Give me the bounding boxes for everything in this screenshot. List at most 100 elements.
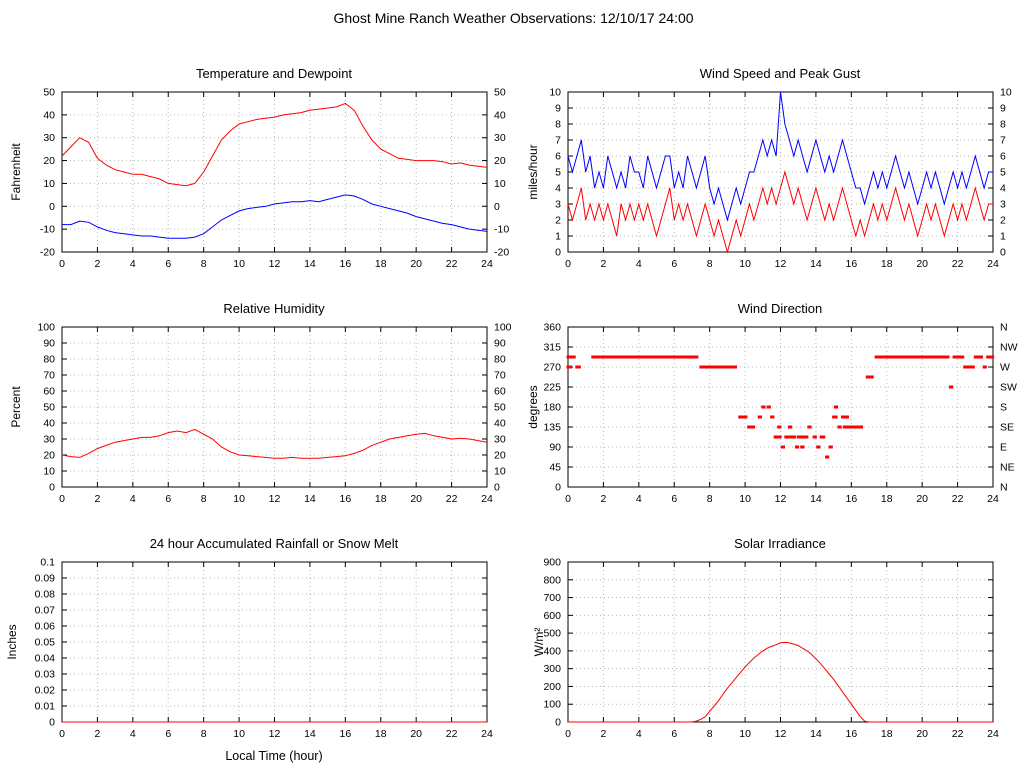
svg-text:4: 4 [130,728,136,740]
svg-text:90: 90 [549,442,561,454]
svg-text:0: 0 [555,717,561,729]
y-axis-label-percent: Percent [9,386,23,428]
svg-text:24: 24 [987,493,999,505]
svg-text:9: 9 [1000,103,1006,115]
svg-text:4: 4 [636,258,642,270]
y-axis-label-inches: Inches [5,624,19,659]
svg-text:10: 10 [233,728,245,740]
svg-text:30: 30 [494,132,506,144]
svg-text:0.03: 0.03 [35,669,56,681]
svg-text:20: 20 [410,728,422,740]
svg-text:4: 4 [555,183,561,195]
svg-text:16: 16 [339,728,351,740]
svg-text:6: 6 [1000,151,1006,163]
svg-text:100: 100 [37,322,55,334]
svg-text:6: 6 [165,258,171,270]
svg-text:50: 50 [43,402,55,414]
svg-text:40: 40 [43,418,55,430]
svg-text:0: 0 [565,493,571,505]
svg-text:22: 22 [952,493,964,505]
svg-text:0.04: 0.04 [35,653,56,665]
svg-text:18: 18 [375,493,387,505]
svg-text:18: 18 [375,728,387,740]
svg-text:SW: SW [1000,382,1017,394]
svg-text:100: 100 [494,322,512,334]
svg-text:6: 6 [165,728,171,740]
svg-text:20: 20 [916,258,928,270]
relative-humidity-chart: Relative Humidity Percent 0 2 4 6 8 10 12 14 16 1… [9,301,512,505]
svg-text:14: 14 [304,258,316,270]
svg-text:0: 0 [49,482,55,494]
svg-text:20: 20 [916,728,928,740]
svg-text:0: 0 [59,258,65,270]
svg-text:8: 8 [707,258,713,270]
y-axis-label-watts: W/m² [532,628,546,657]
svg-text:0.06: 0.06 [35,621,56,633]
svg-text:0.05: 0.05 [35,637,56,649]
y-axis-label-degrees: degrees [526,385,540,428]
svg-text:-10: -10 [494,224,509,236]
svg-text:24: 24 [481,728,493,740]
svg-text:10: 10 [549,87,561,99]
svg-text:W: W [1000,362,1010,374]
svg-text:2: 2 [94,258,100,270]
svg-text:18: 18 [881,258,893,270]
svg-text:6: 6 [165,493,171,505]
svg-text:0: 0 [555,247,561,259]
svg-text:800: 800 [543,574,561,586]
chart-title-temperature: Temperature and Dewpoint [196,66,352,81]
svg-text:0.1: 0.1 [40,557,55,569]
svg-text:0: 0 [49,201,55,213]
svg-text:45: 45 [549,462,561,474]
svg-text:50: 50 [494,87,506,99]
chart-title-humidity: Relative Humidity [223,301,325,316]
svg-text:-20: -20 [494,247,509,259]
svg-text:135: 135 [543,422,561,434]
svg-text:4: 4 [130,493,136,505]
svg-text:0: 0 [494,482,500,494]
svg-text:0.02: 0.02 [35,685,56,697]
svg-text:0.07: 0.07 [35,605,56,617]
svg-text:14: 14 [304,728,316,740]
svg-text:20: 20 [494,155,506,167]
svg-text:1: 1 [555,231,561,243]
svg-text:14: 14 [304,493,316,505]
svg-text:50: 50 [494,402,506,414]
svg-text:3: 3 [555,199,561,211]
x-axis-label-local-time: Local Time (hour) [225,749,322,763]
svg-text:6: 6 [671,728,677,740]
svg-text:80: 80 [43,354,55,366]
svg-text:12: 12 [269,258,281,270]
svg-text:8: 8 [201,728,207,740]
svg-text:14: 14 [810,493,822,505]
svg-text:18: 18 [881,493,893,505]
svg-text:12: 12 [775,493,787,505]
svg-text:4: 4 [636,728,642,740]
svg-text:2: 2 [555,215,561,227]
svg-text:30: 30 [43,132,55,144]
svg-text:10: 10 [1000,87,1012,99]
svg-text:7: 7 [1000,135,1006,147]
chart-title-wind-direction: Wind Direction [738,301,823,316]
svg-text:18: 18 [881,728,893,740]
svg-text:12: 12 [775,258,787,270]
svg-text:0: 0 [49,717,55,729]
svg-text:NE: NE [1000,462,1015,474]
svg-text:30: 30 [43,434,55,446]
svg-text:40: 40 [494,109,506,121]
svg-text:70: 70 [494,370,506,382]
svg-text:0.01: 0.01 [35,701,56,713]
chart-title-wind-speed: Wind Speed and Peak Gust [700,66,861,81]
svg-text:22: 22 [952,258,964,270]
svg-text:24: 24 [987,728,999,740]
svg-text:2: 2 [600,493,606,505]
svg-text:22: 22 [446,493,458,505]
svg-text:0: 0 [59,493,65,505]
svg-text:N: N [1000,482,1008,494]
svg-text:6: 6 [671,258,677,270]
svg-text:6: 6 [555,151,561,163]
wind-direction-chart: Wind Direction degrees 0 2 4 6 8 10 12 14 16 18 20… [526,301,1018,505]
